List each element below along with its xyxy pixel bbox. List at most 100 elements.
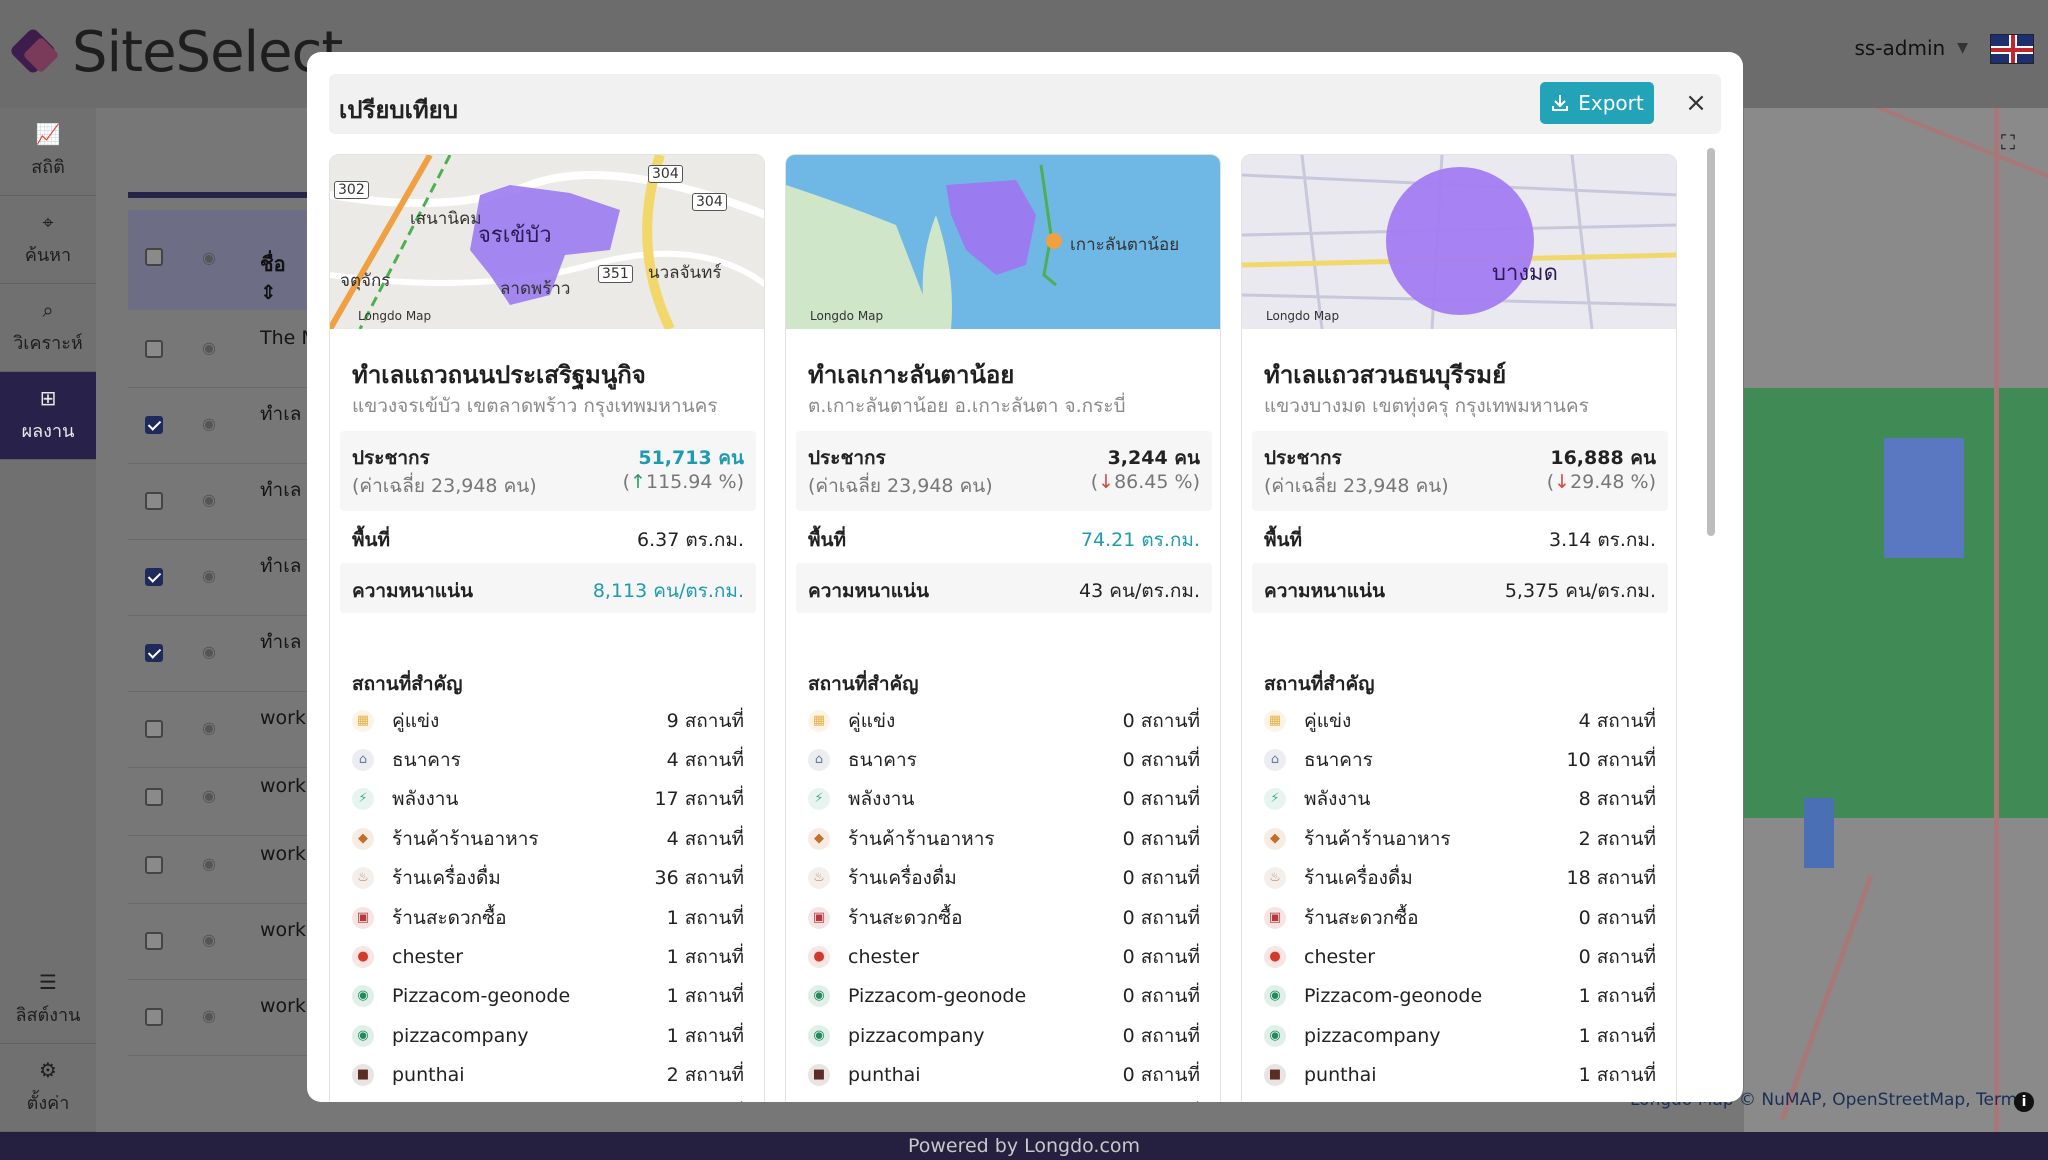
user-menu[interactable]: ss-admin ▼ bbox=[1854, 36, 1968, 60]
sidebar-item-stats[interactable]: 📈 สถิติ bbox=[0, 108, 96, 196]
punthai-icon: ■ bbox=[352, 1064, 374, 1087]
modal-scrollbar[interactable] bbox=[1707, 148, 1715, 536]
sidebar-item-tasklist[interactable]: ☰ ลิสต์งาน bbox=[0, 956, 96, 1044]
map-road bbox=[1994, 108, 1999, 1132]
poi-count: 1 สถานที่ bbox=[1578, 985, 1656, 1008]
table-row[interactable]: ◉ ทำเล รมย์ bbox=[128, 616, 308, 692]
background-map[interactable] bbox=[1744, 108, 2048, 1132]
convenience-store-icon: ▣ bbox=[1264, 906, 1286, 929]
poi-count: 10 สถานที่ bbox=[1566, 749, 1657, 772]
eye-icon[interactable]: ◉ bbox=[202, 414, 216, 433]
chevron-down-icon: ▼ bbox=[1957, 40, 1968, 56]
eye-icon[interactable]: ◉ bbox=[202, 338, 216, 357]
density-block: ความหนาแน่น 43 คน/ตร.กม. bbox=[796, 563, 1212, 613]
poi-name: พลังงาน bbox=[392, 788, 459, 811]
row-checkbox[interactable] bbox=[145, 416, 163, 434]
table-row[interactable]: ◉ The M 200m bbox=[128, 312, 308, 388]
row-checkbox[interactable] bbox=[145, 788, 163, 806]
drink-icon: ♨ bbox=[808, 867, 830, 890]
grid-icon: ⊞ bbox=[39, 386, 57, 410]
eye-icon[interactable]: ◉ bbox=[202, 566, 216, 585]
population-block: ประชากร (ค่าเฉลี่ย 23,948 คน) 3,244 คน (… bbox=[796, 431, 1212, 511]
row-checkbox[interactable] bbox=[145, 932, 163, 950]
arrow-down-icon: ↓ bbox=[1554, 471, 1571, 493]
map-label: Longdo Map bbox=[358, 309, 432, 323]
population-percent: (↓29.48 %) bbox=[1546, 471, 1656, 493]
poi-row: ⌂ ธนาคาร 4 สถานที่ bbox=[352, 740, 744, 779]
density-label: ความหนาแน่น bbox=[352, 580, 473, 602]
location-name: ทำเลแถวถนนประเสริฐมนูกิจ bbox=[352, 361, 646, 389]
pizzacom-icon: ◉ bbox=[352, 985, 374, 1008]
poi-name: พลังงาน bbox=[848, 788, 915, 811]
export-button[interactable]: Export bbox=[1540, 82, 1654, 124]
eye-icon[interactable]: ◉ bbox=[202, 854, 216, 873]
row-checkbox[interactable] bbox=[145, 644, 163, 662]
poi-row: ⚡ พลังงาน 0 สถานที่ bbox=[808, 780, 1200, 819]
close-icon[interactable]: × bbox=[1685, 88, 1707, 118]
poi-row: ♨ ร้านเครื่องดื่ม 0 สถานที่ bbox=[808, 859, 1200, 898]
poi-row: ■ punthai 1 สถานที่ bbox=[1264, 1056, 1656, 1095]
select-all-checkbox[interactable] bbox=[145, 248, 163, 266]
poi-count: 0 สถานที่ bbox=[667, 1100, 744, 1102]
location-map-thumbnail[interactable]: 302 304 304 351 เสนานิคม จรเข้บัว ลาดพร้าว นวลจ… bbox=[330, 155, 764, 332]
population-value: 3,244 คน bbox=[1107, 447, 1200, 469]
row-checkbox[interactable] bbox=[145, 856, 163, 874]
column-header-name[interactable]: ชื่อ ⇕ bbox=[260, 252, 286, 304]
row-checkbox[interactable] bbox=[145, 492, 163, 510]
gear-icon: ⚙ bbox=[39, 1058, 57, 1082]
poi-row: ▦ คู่แข่ง 9 สถานที่ bbox=[352, 701, 744, 740]
row-name: The M 200m bbox=[260, 327, 308, 349]
table-row[interactable]: ◉ work 2024 bbox=[128, 692, 308, 768]
sidebar-item-results[interactable]: ⊞ ผลงาน bbox=[0, 372, 96, 460]
row-name: work bbox=[260, 775, 306, 797]
eye-icon[interactable]: ◉ bbox=[202, 930, 216, 949]
table-row[interactable]: ◉ work 2024 bbox=[128, 980, 308, 1056]
map-label: ลาดพร้าว bbox=[500, 279, 571, 299]
population-block: ประชากร (ค่าเฉลี่ย 23,948 คน) 51,713 คน … bbox=[340, 431, 756, 511]
density-value: 5,375 คน/ตร.กม. bbox=[1504, 580, 1656, 602]
eye-icon[interactable]: ◉ bbox=[202, 642, 216, 661]
info-icon[interactable]: i bbox=[2014, 1092, 2034, 1112]
restaurant-icon: ◆ bbox=[808, 827, 830, 850]
poi-name: ร้านเครื่องดื่ม bbox=[848, 867, 957, 890]
sidebar-item-label: ตั้งค่า bbox=[26, 1093, 70, 1114]
eye-icon[interactable]: ◉ bbox=[202, 490, 216, 509]
sidebar-item-settings[interactable]: ⚙ ตั้งค่า bbox=[0, 1044, 96, 1132]
population-label: ประชากร bbox=[1264, 447, 1342, 469]
punthai-icon: ■ bbox=[1264, 1064, 1286, 1087]
bank-icon: ⌂ bbox=[808, 749, 830, 772]
map-water bbox=[1884, 438, 1964, 558]
table-row[interactable]: ◉ ทำเล จ.กระ bbox=[128, 464, 308, 540]
table-row[interactable]: ◉ ทำเล มูนกิจ bbox=[128, 388, 308, 464]
location-map-thumbnail[interactable]: บางมด Longdo Map bbox=[1242, 155, 1676, 330]
table-row[interactable]: ◉ work bbox=[128, 760, 308, 836]
population-average: (ค่าเฉลี่ย 23,948 คน) bbox=[808, 475, 993, 497]
uk-flag-icon[interactable] bbox=[1990, 34, 2034, 64]
competitor-icon: ▦ bbox=[808, 709, 830, 732]
population-percent: (↑115.94 %) bbox=[622, 471, 744, 493]
table-row[interactable]: ◉ work 2024 bbox=[128, 904, 308, 980]
poi-count: 4 สถานที่ bbox=[666, 827, 744, 850]
table-row[interactable]: ◉ work 2024 bbox=[128, 828, 308, 904]
eye-icon[interactable]: ◉ bbox=[202, 718, 216, 737]
poi-name: Pizzacom-geonode bbox=[848, 985, 1027, 1008]
table-row[interactable]: ◉ ทำเล bbox=[128, 540, 308, 616]
row-checkbox[interactable] bbox=[145, 340, 163, 358]
eye-icon[interactable]: ◉ bbox=[202, 786, 216, 805]
row-checkbox[interactable] bbox=[145, 1008, 163, 1026]
population-average: (ค่าเฉลี่ย 23,948 คน) bbox=[1264, 475, 1449, 497]
row-checkbox[interactable] bbox=[145, 720, 163, 738]
poi-name: punthai bbox=[848, 1064, 921, 1087]
row-name: ทำเล มูนกิจ bbox=[260, 403, 308, 425]
map-label: เสนานิคม bbox=[410, 209, 482, 229]
row-checkbox[interactable] bbox=[145, 568, 163, 586]
sidebar-item-search[interactable]: ⌖ ค้นหา bbox=[0, 196, 96, 284]
location-map-thumbnail[interactable]: เกาะลันตาน้อย Longdo Map bbox=[786, 155, 1220, 329]
chart-icon: 📈 bbox=[35, 122, 61, 146]
fullscreen-icon[interactable]: ⛶ bbox=[2001, 130, 2015, 154]
energy-icon: ⚡ bbox=[808, 788, 830, 811]
app-logo[interactable]: SiteSelect bbox=[8, 20, 343, 85]
eye-icon[interactable]: ◉ bbox=[202, 1006, 216, 1025]
map-label: นวลจันทร์ bbox=[648, 263, 722, 283]
sidebar-item-analyze[interactable]: ⌕ วิเคราะห์ bbox=[0, 284, 96, 372]
